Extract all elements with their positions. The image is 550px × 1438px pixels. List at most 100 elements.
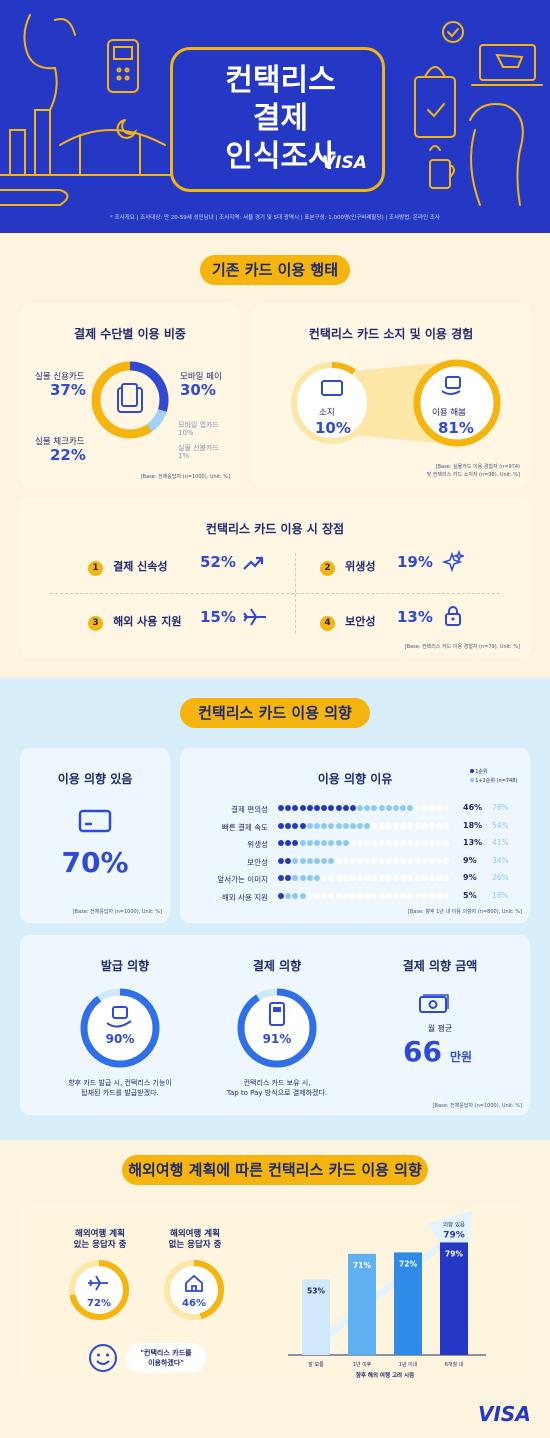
reason-dot bbox=[400, 822, 407, 829]
merit-1-value: 52% bbox=[200, 553, 236, 571]
reason-dot bbox=[414, 805, 421, 811]
reason-dot bbox=[306, 892, 313, 899]
credit-card-label: 실물 신용카드 bbox=[35, 372, 85, 382]
check-card-value: 22% bbox=[50, 446, 86, 464]
reason-dot bbox=[436, 875, 443, 881]
reason-dot bbox=[292, 840, 299, 846]
reason-label: 위생성 bbox=[247, 840, 268, 849]
bar-value-label: 53% bbox=[307, 1286, 325, 1295]
reason-dot bbox=[328, 822, 335, 829]
survey-note: * 조사개요 | 조사대상: 만 20-59세 성인남녀 | 조사지역: 서울 … bbox=[110, 215, 440, 221]
reason-dot bbox=[443, 805, 450, 811]
reason-dot bbox=[328, 875, 335, 881]
reason-value-first: 5% bbox=[463, 890, 477, 900]
amount-value: 66 bbox=[403, 1035, 442, 1068]
merit-4-number: 4 bbox=[320, 616, 335, 631]
contactless-experience-card: 컨택리스 카드 소지 및 이용 경험 소지 10% 이용 해봄 81% [Bas… bbox=[252, 303, 530, 488]
reason-dot bbox=[292, 892, 299, 899]
reason-dot bbox=[321, 857, 328, 864]
reason-dot bbox=[378, 857, 385, 864]
reason-dot bbox=[414, 892, 421, 899]
reason-dot bbox=[421, 822, 428, 829]
intent-card: 이용 의향 있음 70% [Base: 전체응답자 (n=1000), Unit… bbox=[20, 748, 170, 923]
reason-dot bbox=[306, 840, 313, 846]
reason-dot bbox=[371, 875, 378, 881]
reason-dot bbox=[335, 840, 342, 846]
quote-line-2: 이용하겠다" bbox=[148, 1359, 184, 1367]
reason-dot bbox=[400, 840, 407, 846]
reason-dot bbox=[335, 857, 342, 864]
mobile-pay-value: 30% bbox=[180, 381, 216, 399]
reason-dots bbox=[278, 805, 458, 813]
issue-desc-2: 탑재된 카드를 발급받겠다. bbox=[81, 1089, 159, 1097]
experience-base-2: 및 컨택리스 카드 소지자 (n=98), Unit: %] bbox=[426, 472, 520, 478]
reason-dots bbox=[278, 875, 458, 883]
issue-pay-base-note: [Base: 전체응답자 (n=1000), Unit: %] bbox=[432, 1103, 522, 1109]
reason-dot bbox=[349, 875, 356, 881]
experience-graphic bbox=[291, 359, 501, 447]
reason-value-first: 9% bbox=[463, 873, 477, 882]
reason-dot bbox=[393, 822, 399, 829]
amount-unit: 만원 bbox=[450, 1050, 473, 1064]
title-box: 컨택리스 결제 인식조사 bbox=[170, 47, 385, 192]
reason-dot bbox=[393, 805, 399, 811]
reason-dot bbox=[335, 805, 342, 811]
section-title-usage: 기존 카드 이용 행태 bbox=[200, 255, 350, 285]
reason-value-combined: 34% bbox=[492, 855, 509, 865]
bar-highlight-label: 의향 있음 bbox=[443, 1220, 465, 1228]
reason-dot bbox=[371, 892, 378, 899]
payment-base-note: [Base: 전체응답자 (n=1000), Unit: %] bbox=[140, 474, 230, 480]
title-line-2: 결제 bbox=[252, 101, 309, 136]
merit-4-label: 보안성 bbox=[345, 615, 376, 628]
experience-title: 컨택리스 카드 소지 및 이용 경험 bbox=[308, 327, 474, 341]
own-label: 소지 bbox=[319, 408, 335, 418]
reason-dot bbox=[443, 892, 450, 899]
reason-dot bbox=[357, 840, 364, 846]
prepaid-card-value: 1% bbox=[178, 452, 190, 460]
issue-pay-card: 발급 의향 90% 향후 카드 발급 시, 컨택리스 기능이 탑재된 카드를 발… bbox=[20, 935, 530, 1115]
reason-dot bbox=[278, 857, 284, 864]
reason-value-first: 13% bbox=[463, 838, 483, 847]
reason-dot bbox=[328, 840, 335, 846]
reason-value-first: 9% bbox=[463, 855, 477, 865]
section-title-travel: 해외여행 계획에 따른 컨택리스 카드 이용 의향 bbox=[122, 1155, 428, 1185]
cash-icon bbox=[419, 994, 449, 1013]
reason-label: 해외 사용 지원 bbox=[221, 892, 268, 902]
reason-dot bbox=[428, 857, 435, 864]
reason-dot bbox=[371, 840, 378, 846]
reason-dot bbox=[371, 822, 378, 829]
reason-dot bbox=[378, 892, 385, 899]
merit-1-number: 1 bbox=[88, 561, 103, 576]
without-plan-ring bbox=[164, 1260, 224, 1320]
reason-dot bbox=[385, 875, 392, 881]
reason-dot bbox=[299, 840, 306, 846]
reason-dot bbox=[364, 875, 371, 881]
reason-value-combined: 41% bbox=[492, 838, 509, 847]
merit-3: 3 해외 사용 지원 bbox=[88, 610, 181, 631]
reason-dot bbox=[299, 805, 306, 811]
merit-2-value: 19% bbox=[397, 553, 433, 571]
reason-dot bbox=[378, 805, 385, 811]
reason-dot bbox=[364, 822, 371, 829]
reason-dot bbox=[342, 892, 349, 899]
reason-dot bbox=[349, 892, 356, 899]
reason-dot bbox=[371, 805, 378, 811]
reason-row: 결제 편의성 46% 78% bbox=[180, 802, 530, 816]
merit-4-value: 13% bbox=[397, 608, 433, 626]
own-value: 10% bbox=[315, 419, 351, 437]
reason-dot bbox=[385, 822, 392, 829]
merit-4: 4 보안성 bbox=[320, 610, 375, 631]
reason-dot bbox=[335, 822, 342, 829]
reason-dot bbox=[385, 857, 392, 864]
intent-base-note: [Base: 전체응답자 (n=1000), Unit: %] bbox=[72, 909, 162, 915]
issue-title: 발급 의향 bbox=[100, 959, 150, 973]
reason-dot bbox=[306, 805, 313, 811]
app-card-value: 10% bbox=[178, 429, 194, 437]
travel-timing-bar-chart: 53% 잘 모름 71% 1년 이후 72% 1년 이내 79% 6개월 내 의향 있음 79% 향… bbox=[288, 1211, 486, 1379]
reason-value-first: 46% bbox=[463, 803, 483, 812]
reason-dot bbox=[357, 805, 364, 811]
reason-dot bbox=[428, 822, 435, 829]
reason-dot bbox=[299, 857, 306, 864]
reason-dot bbox=[299, 822, 306, 829]
reason-dot bbox=[321, 892, 328, 899]
